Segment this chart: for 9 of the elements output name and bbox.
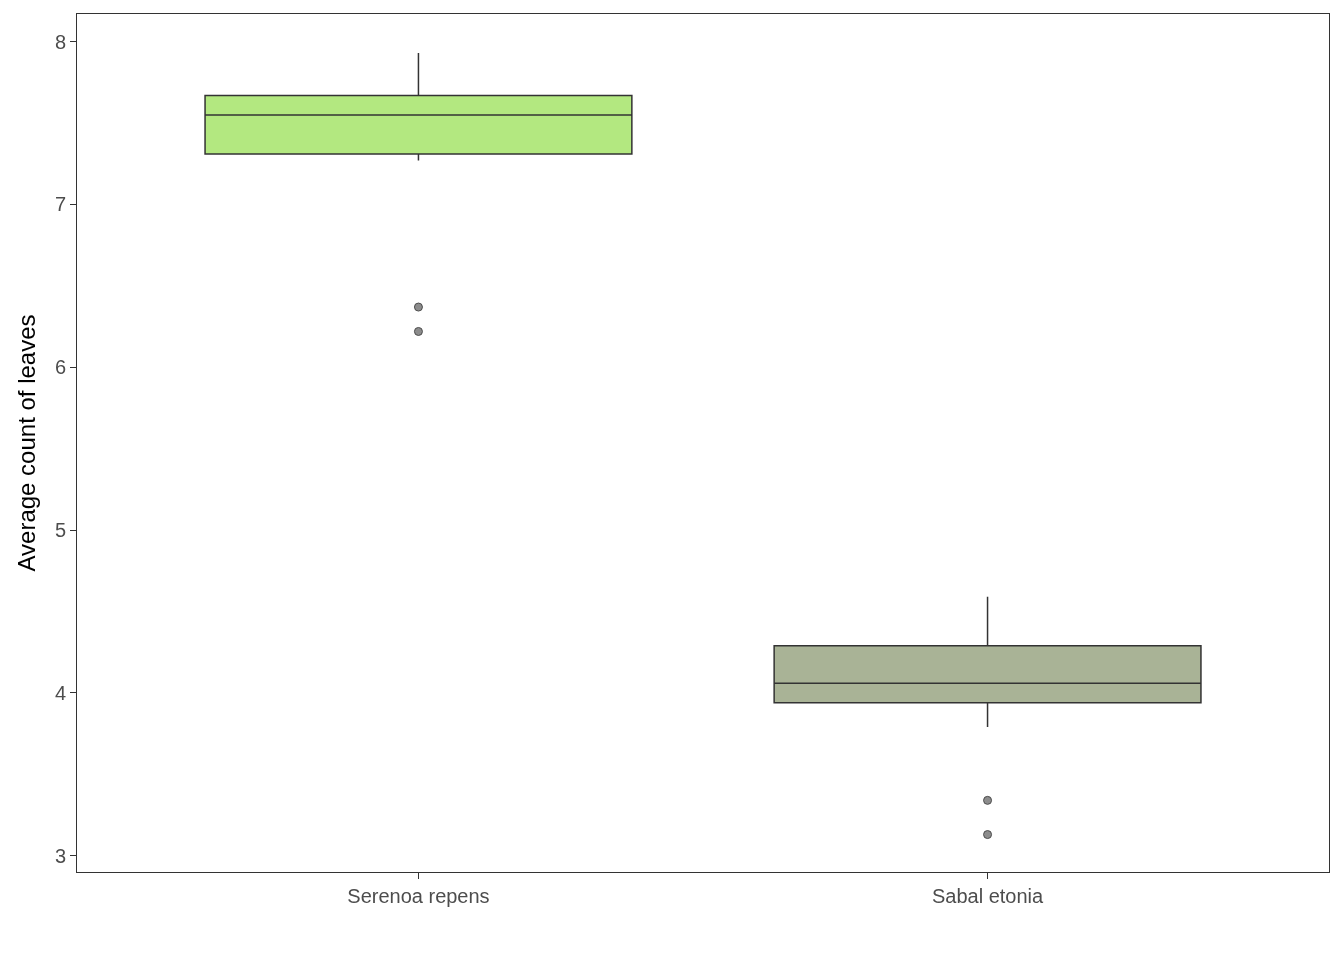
y-tick-label: 4	[54, 681, 66, 704]
y-tick-label: 7	[54, 193, 66, 216]
y-tick-label: 8	[54, 30, 66, 53]
y-axis-title: Average count of leaves	[12, 314, 40, 572]
y-tick-label: 3	[54, 844, 66, 867]
y-tick-label: 6	[54, 356, 66, 379]
y-tick-label: 5	[54, 519, 66, 542]
x-tick-label: Serenoa repens	[347, 885, 490, 907]
x-tick-label: Sabal etonia	[931, 885, 1045, 907]
